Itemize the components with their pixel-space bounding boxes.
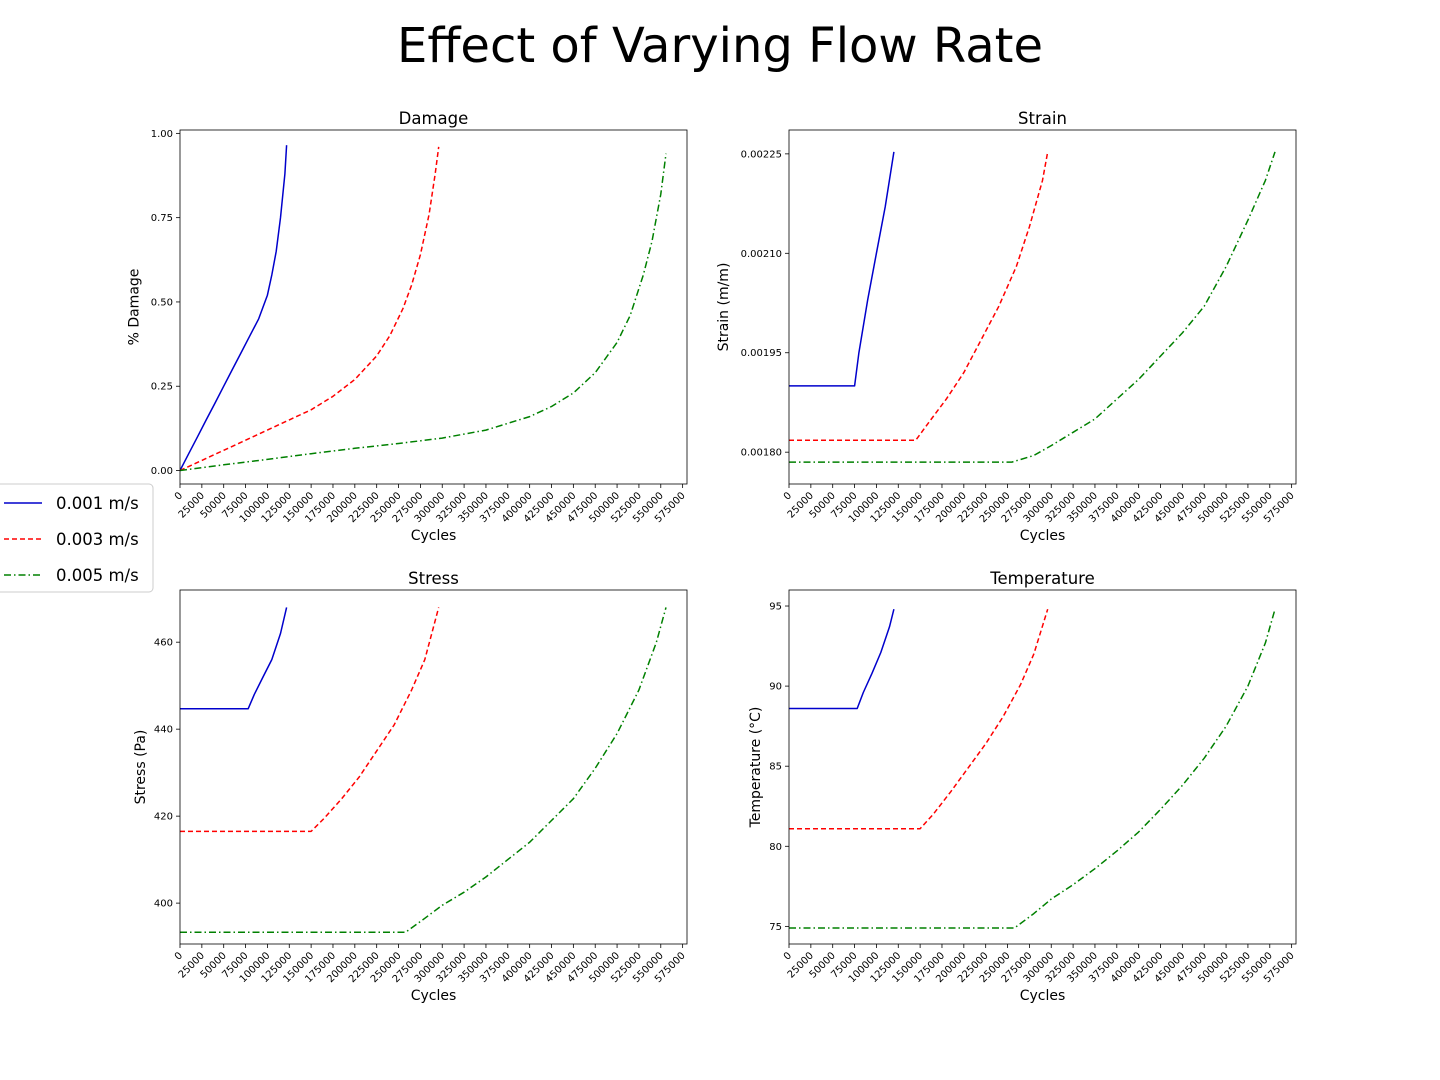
subplot-grid: 0250005000075000100000125000150000175000…	[126, 109, 1296, 1004]
subplot-title: Damage	[399, 109, 469, 128]
series-line-stress-1	[180, 607, 288, 710]
figure-title: Effect of Varying Flow Rate	[397, 18, 1043, 74]
legend-box	[0, 483, 154, 593]
y-tick-label: 0.50	[151, 297, 173, 308]
y-tick-label: 80	[769, 842, 782, 853]
x-tick-label: 0	[782, 950, 794, 962]
series-line-damage-2	[180, 146, 440, 472]
x-axis-label: Cycles	[1020, 988, 1066, 1004]
legend-label: 0.005 m/s	[56, 566, 139, 585]
series-line-stress-3	[180, 607, 667, 934]
y-tick-label: 0.00	[151, 466, 173, 477]
series-line-temperature-3	[789, 608, 1276, 929]
subplot-title: Stress	[408, 569, 459, 588]
subplot-damage: 0250005000075000100000125000150000175000…	[126, 109, 687, 544]
series-line-strain-3	[789, 151, 1276, 463]
plot-frame	[788, 129, 1297, 485]
plot-frame	[179, 129, 688, 485]
y-axis-label: Temperature (°C)	[748, 707, 764, 829]
y-tick-label: 0.00180	[741, 448, 782, 459]
x-tick-label: 0	[173, 950, 185, 962]
plot-frame	[179, 589, 688, 945]
series-line-stress-2	[180, 607, 440, 833]
y-tick-label: 0.75	[151, 213, 173, 224]
y-axis-label: % Damage	[126, 269, 142, 346]
legend-label: 0.003 m/s	[56, 530, 139, 549]
y-tick-label: 0.00225	[741, 149, 782, 160]
plot-frame	[788, 589, 1297, 945]
legend-label: 0.001 m/s	[56, 494, 139, 513]
series-line-temperature-1	[789, 609, 895, 710]
x-axis-label: Cycles	[1020, 528, 1066, 544]
subplot-temperature: 0250005000075000100000125000150000175000…	[748, 569, 1297, 1004]
y-tick-label: 85	[769, 762, 782, 773]
subplot-title: Strain	[1018, 109, 1067, 128]
y-tick-label: 0.00195	[741, 348, 782, 359]
y-tick-label: 1.00	[151, 129, 173, 140]
y-tick-label: 420	[154, 812, 173, 823]
series-line-damage-1	[180, 145, 288, 471]
series-line-temperature-2	[789, 608, 1049, 830]
subplot-strain: 0250005000075000100000125000150000175000…	[716, 109, 1297, 544]
x-axis-label: Cycles	[411, 528, 457, 544]
x-axis-label: Cycles	[411, 988, 457, 1004]
y-tick-label: 75	[769, 922, 782, 933]
series-line-damage-3	[180, 153, 667, 472]
x-tick-label: 0	[173, 490, 185, 502]
y-tick-label: 90	[769, 682, 782, 693]
y-tick-label: 440	[154, 725, 173, 736]
y-tick-label: 0.00210	[741, 249, 782, 260]
legend: 0.001 m/s 0.003 m/s 0.005 m/s	[0, 483, 154, 593]
series-line-strain-2	[789, 151, 1049, 441]
y-tick-label: 0.25	[151, 382, 173, 393]
x-tick-label: 0	[782, 490, 794, 502]
series-line-strain-1	[789, 151, 895, 387]
y-tick-label: 460	[154, 638, 173, 649]
y-tick-label: 400	[154, 899, 173, 910]
y-tick-label: 95	[769, 602, 782, 613]
y-axis-label: Strain (m/m)	[716, 263, 732, 352]
subplot-title: Temperature	[989, 569, 1095, 588]
y-axis-label: Stress (Pa)	[133, 730, 149, 805]
subplot-stress: 0250005000075000100000125000150000175000…	[133, 569, 688, 1004]
